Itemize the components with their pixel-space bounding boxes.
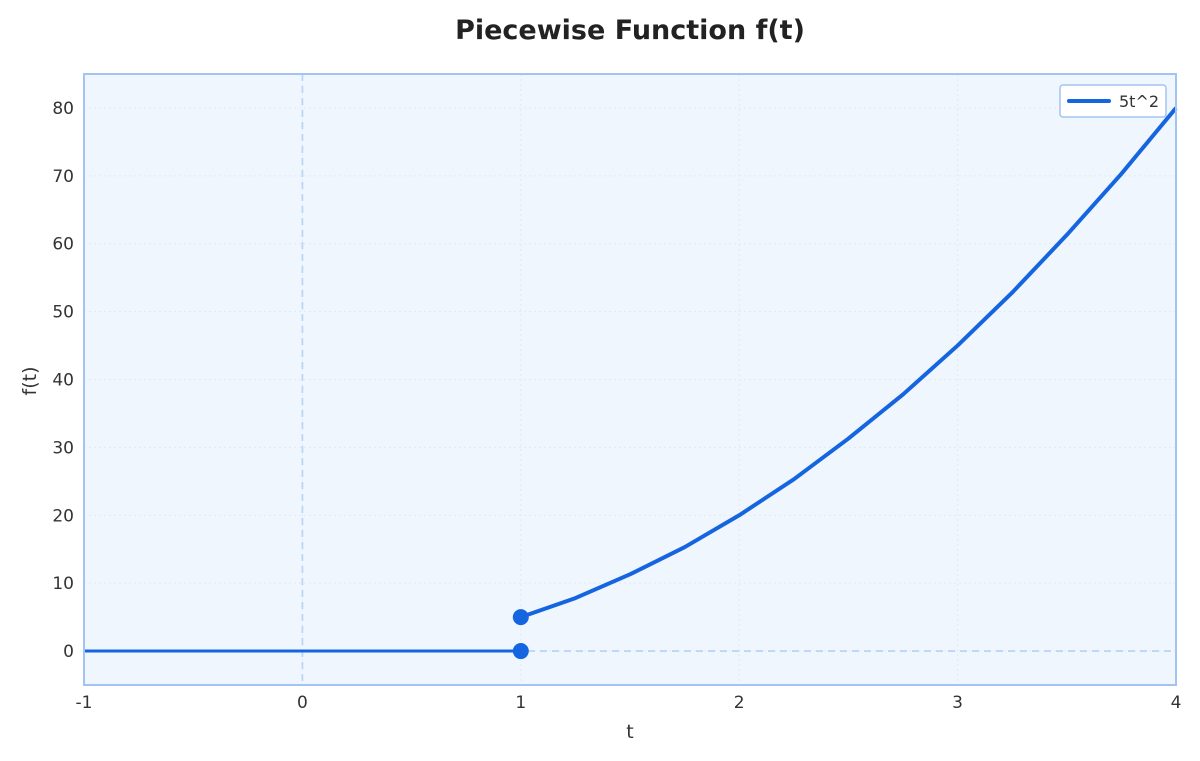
series-line-0 bbox=[520, 106, 1178, 619]
point-marker-0 bbox=[512, 609, 529, 626]
y-tick-label-6: 60 bbox=[52, 235, 74, 255]
y-axis-label: f(t) bbox=[19, 367, 41, 396]
x-tick-label-1: 0 bbox=[297, 693, 308, 713]
plot-frame bbox=[83, 73, 1177, 686]
marker-layer bbox=[512, 609, 529, 660]
y-tick-label-3: 30 bbox=[52, 438, 74, 458]
legend-box bbox=[1059, 84, 1167, 118]
x-tick-labels: -1 0 1 2 3 4 bbox=[76, 693, 1182, 713]
y-tick-label-5: 50 bbox=[52, 303, 74, 323]
y-tick-label-0: 0 bbox=[63, 642, 74, 662]
y-tick-label-1: 10 bbox=[52, 574, 74, 594]
x-tick-label-0: -1 bbox=[76, 693, 93, 713]
y-tick-label-4: 40 bbox=[52, 371, 74, 391]
point-marker-1 bbox=[512, 643, 529, 660]
legend-label: 5t^2 bbox=[1119, 92, 1159, 111]
y-tick-label-8: 80 bbox=[52, 99, 74, 119]
x-tick-label-2: 1 bbox=[515, 693, 526, 713]
chart-title: Piecewise Function f(t) bbox=[455, 15, 805, 46]
y-tick-label-7: 70 bbox=[52, 167, 74, 187]
series-layer bbox=[84, 106, 1178, 653]
x-tick-label-4: 3 bbox=[952, 693, 963, 713]
y-tick-label-2: 20 bbox=[52, 506, 74, 526]
y-tick-labels: 0 10 20 30 40 50 60 70 80 bbox=[52, 99, 74, 662]
x-axis-label: t bbox=[626, 721, 633, 743]
legend: 5t^2 bbox=[1059, 84, 1167, 118]
x-tick-label-5: 4 bbox=[1171, 693, 1182, 713]
x-tick-label-3: 2 bbox=[734, 693, 745, 713]
